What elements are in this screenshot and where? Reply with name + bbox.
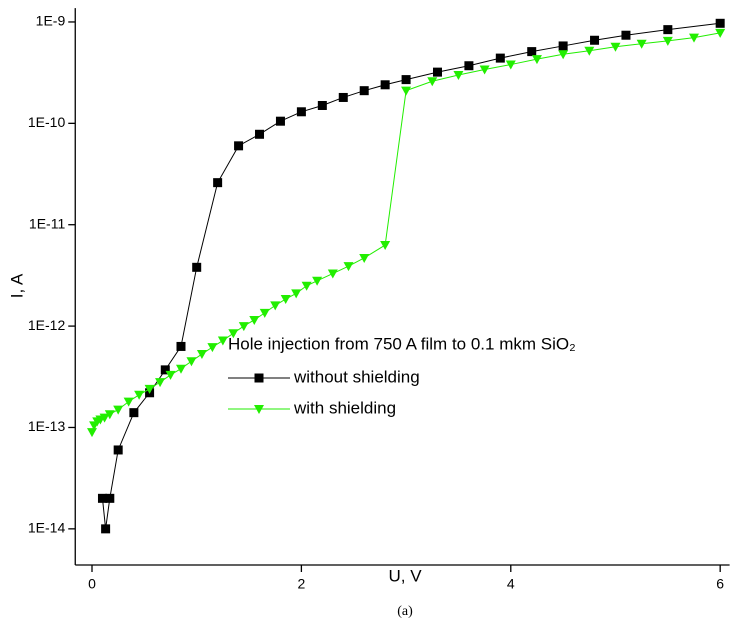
data-point bbox=[317, 100, 327, 110]
data-point bbox=[186, 357, 197, 367]
data-point bbox=[380, 241, 391, 251]
data-point bbox=[234, 141, 244, 151]
data-point bbox=[296, 107, 306, 117]
legend-title: Hole injection from 750 A film to 0.1 mk… bbox=[228, 334, 576, 353]
legend-label: with shielding bbox=[293, 398, 396, 417]
data-point bbox=[401, 75, 411, 85]
data-point bbox=[105, 493, 115, 503]
data-point bbox=[196, 350, 207, 360]
data-point bbox=[584, 46, 595, 56]
data-point bbox=[155, 378, 166, 388]
data-point bbox=[129, 408, 139, 418]
data-point bbox=[280, 295, 291, 305]
data-point bbox=[401, 86, 412, 96]
data-point bbox=[495, 53, 505, 63]
data-point bbox=[270, 301, 281, 311]
data-point bbox=[662, 36, 673, 46]
data-point bbox=[558, 41, 568, 51]
data-point bbox=[101, 524, 111, 534]
data-point bbox=[192, 262, 202, 272]
data-point bbox=[144, 384, 155, 394]
y-axis-label: I, A bbox=[7, 273, 26, 298]
y-tick-label: 1E-14 bbox=[28, 520, 66, 536]
data-point bbox=[217, 336, 228, 346]
legend-marker bbox=[254, 373, 264, 383]
y-tick-label: 1E-13 bbox=[28, 418, 66, 434]
data-point bbox=[175, 364, 186, 374]
data-point bbox=[343, 262, 354, 272]
data-point bbox=[715, 28, 726, 38]
data-point bbox=[165, 370, 176, 380]
data-point bbox=[689, 33, 700, 43]
data-point bbox=[249, 315, 260, 325]
data-point bbox=[255, 129, 265, 139]
caption: (a) bbox=[397, 604, 413, 619]
data-point bbox=[104, 410, 115, 420]
data-point bbox=[464, 61, 474, 71]
y-tick-label: 1E-10 bbox=[28, 114, 66, 130]
data-point bbox=[715, 18, 725, 28]
x-tick-label: 0 bbox=[88, 576, 96, 592]
data-point bbox=[558, 50, 569, 60]
data-point bbox=[531, 55, 542, 65]
y-tick-label: 1E-9 bbox=[36, 13, 66, 29]
series-line bbox=[101, 22, 721, 529]
data-point bbox=[312, 276, 323, 286]
x-tick-label: 2 bbox=[297, 576, 305, 592]
data-point bbox=[207, 343, 218, 353]
x-axis-label: U, V bbox=[388, 566, 422, 585]
x-tick-label: 4 bbox=[507, 576, 515, 592]
data-point bbox=[380, 80, 390, 90]
data-point bbox=[505, 60, 516, 70]
data-point bbox=[228, 329, 239, 339]
data-point bbox=[291, 289, 302, 299]
data-point bbox=[636, 39, 647, 49]
legend-label: without shielding bbox=[293, 367, 420, 386]
legend-marker bbox=[254, 405, 264, 414]
data-point bbox=[275, 116, 285, 126]
data-point bbox=[238, 322, 249, 332]
data-point bbox=[621, 30, 631, 40]
data-point bbox=[453, 70, 464, 80]
y-tick-label: 1E-11 bbox=[29, 215, 66, 231]
data-point bbox=[359, 253, 370, 263]
x-tick-label: 6 bbox=[716, 576, 724, 592]
data-point bbox=[359, 86, 369, 96]
data-point bbox=[99, 413, 110, 423]
data-point bbox=[97, 493, 107, 503]
data-point bbox=[327, 269, 338, 279]
data-point bbox=[87, 428, 98, 438]
data-point bbox=[479, 65, 490, 75]
data-point bbox=[301, 281, 312, 291]
data-point bbox=[113, 405, 124, 415]
data-point bbox=[663, 25, 673, 35]
data-point bbox=[123, 397, 134, 407]
data-point bbox=[259, 308, 270, 318]
data-point bbox=[176, 341, 186, 351]
data-point bbox=[338, 92, 348, 102]
y-tick-label: 1E-12 bbox=[28, 317, 66, 333]
data-point bbox=[527, 47, 537, 57]
data-point bbox=[610, 42, 621, 52]
data-point bbox=[160, 365, 170, 375]
data-point bbox=[427, 77, 438, 87]
data-point bbox=[590, 35, 600, 45]
data-point bbox=[134, 390, 145, 400]
data-point bbox=[213, 178, 223, 188]
data-point bbox=[113, 445, 123, 455]
data-point bbox=[432, 67, 442, 77]
